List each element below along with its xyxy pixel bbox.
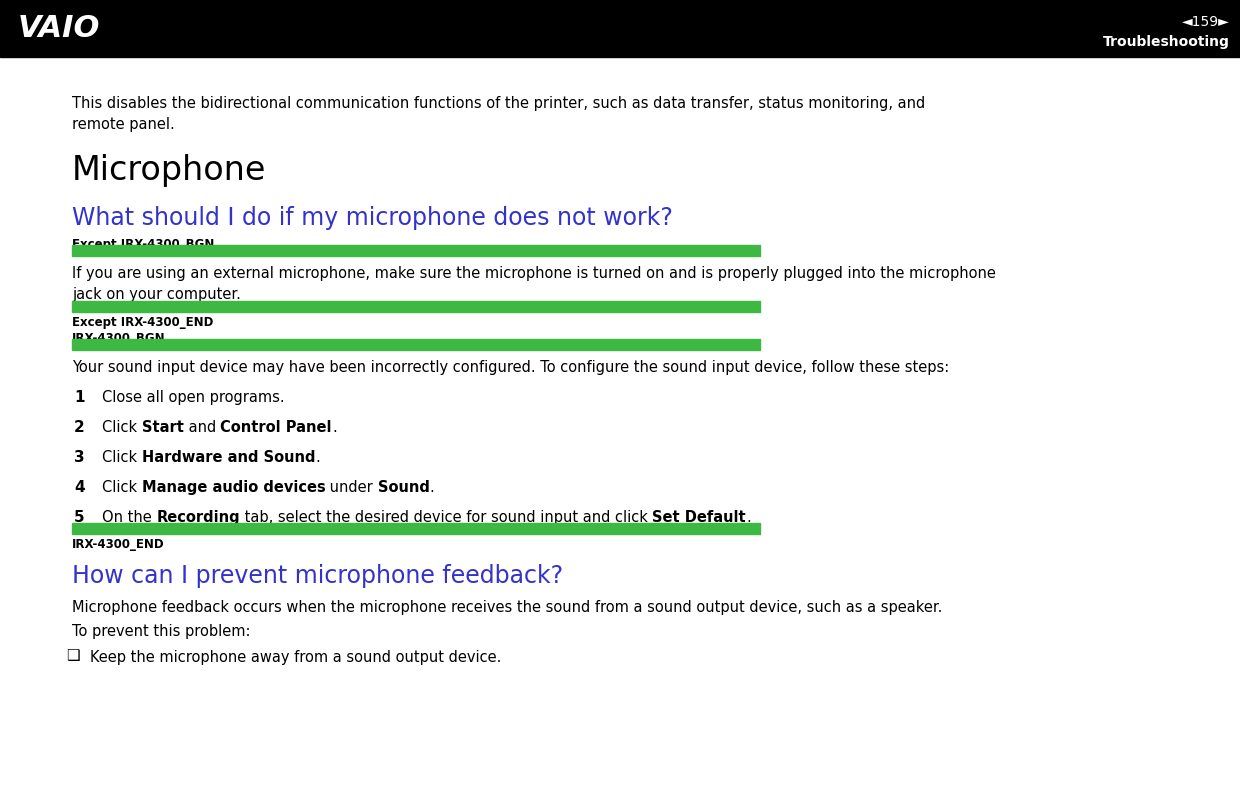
Text: Microphone feedback occurs when the microphone receives the sound from a sound o: Microphone feedback occurs when the micr… bbox=[72, 599, 942, 614]
Text: ◄159►: ◄159► bbox=[1182, 15, 1230, 29]
Bar bbox=[72, 524, 760, 534]
Text: tab, select the desired device for sound input and click: tab, select the desired device for sound… bbox=[239, 509, 652, 524]
Text: IRX-4300_BGN: IRX-4300_BGN bbox=[72, 332, 166, 344]
Text: Close all open programs.: Close all open programs. bbox=[102, 389, 284, 405]
Bar bbox=[0, 0, 1240, 58]
Text: and: and bbox=[184, 419, 221, 434]
Text: 3: 3 bbox=[74, 450, 84, 464]
Text: Click: Click bbox=[102, 479, 141, 495]
Text: ❑: ❑ bbox=[66, 647, 79, 662]
Text: VAIO: VAIO bbox=[19, 14, 100, 43]
Text: To prevent this problem:: To prevent this problem: bbox=[72, 623, 250, 638]
Text: Troubleshooting: Troubleshooting bbox=[1104, 35, 1230, 49]
Text: Click: Click bbox=[102, 450, 141, 464]
Text: 2: 2 bbox=[74, 419, 84, 434]
Text: Click: Click bbox=[102, 419, 141, 434]
Text: Hardware and Sound: Hardware and Sound bbox=[141, 450, 315, 464]
Text: Start: Start bbox=[141, 419, 184, 434]
Text: .: . bbox=[746, 509, 750, 524]
Text: Sound: Sound bbox=[378, 479, 430, 495]
Text: 5: 5 bbox=[74, 509, 84, 524]
Text: Except IRX-4300_END: Except IRX-4300_END bbox=[72, 316, 213, 328]
Text: under: under bbox=[325, 479, 378, 495]
Text: Manage audio devices: Manage audio devices bbox=[141, 479, 325, 495]
Text: What should I do if my microphone does not work?: What should I do if my microphone does n… bbox=[72, 206, 673, 230]
Text: .: . bbox=[315, 450, 320, 464]
Bar bbox=[72, 246, 760, 257]
Text: How can I prevent microphone feedback?: How can I prevent microphone feedback? bbox=[72, 563, 563, 587]
Text: Microphone: Microphone bbox=[72, 153, 267, 186]
Text: If you are using an external microphone, make sure the microphone is turned on a: If you are using an external microphone,… bbox=[72, 266, 996, 301]
Text: Control Panel: Control Panel bbox=[221, 419, 332, 434]
Bar bbox=[72, 340, 760, 350]
Text: .: . bbox=[430, 479, 434, 495]
Text: Set Default: Set Default bbox=[652, 509, 746, 524]
Text: 4: 4 bbox=[74, 479, 84, 495]
Text: Your sound input device may have been incorrectly configured. To configure the s: Your sound input device may have been in… bbox=[72, 360, 949, 374]
Text: Recording: Recording bbox=[156, 509, 239, 524]
Text: On the: On the bbox=[102, 509, 156, 524]
Text: This disables the bidirectional communication functions of the printer, such as : This disables the bidirectional communic… bbox=[72, 96, 925, 132]
Bar bbox=[72, 301, 760, 312]
Text: Keep the microphone away from a sound output device.: Keep the microphone away from a sound ou… bbox=[91, 649, 501, 664]
Text: .: . bbox=[332, 419, 337, 434]
Text: 1: 1 bbox=[74, 389, 84, 405]
Text: Except IRX-4300_BGN: Except IRX-4300_BGN bbox=[72, 238, 215, 251]
Text: IRX-4300_END: IRX-4300_END bbox=[72, 537, 165, 550]
